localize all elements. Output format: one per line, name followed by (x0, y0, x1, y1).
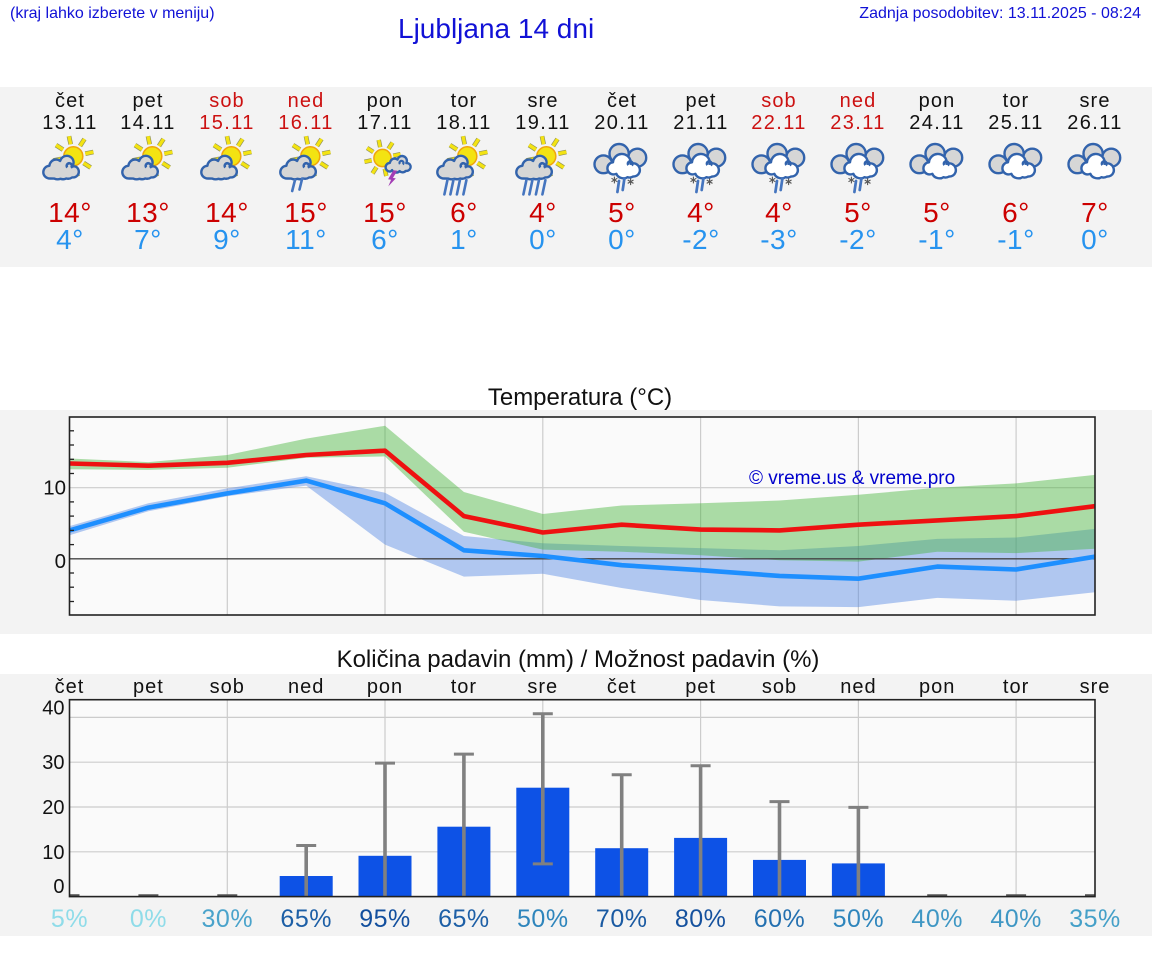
svg-text:ned: ned (840, 676, 876, 698)
svg-text:tor: tor (451, 676, 477, 698)
svg-text:30%: 30% (202, 905, 254, 933)
svg-text:60%: 60% (754, 905, 806, 933)
svg-text:70%: 70% (596, 905, 648, 933)
svg-text:95%: 95% (359, 905, 411, 933)
svg-text:50%: 50% (517, 905, 569, 933)
svg-text:sob: sob (210, 676, 245, 698)
svg-text:10: 10 (42, 842, 64, 864)
svg-text:80%: 80% (675, 905, 727, 933)
svg-text:5%: 5% (51, 905, 88, 933)
svg-text:čet: čet (55, 676, 85, 698)
svg-text:0: 0 (55, 550, 66, 573)
svg-text:40%: 40% (911, 905, 963, 933)
svg-text:35%: 35% (1069, 905, 1121, 933)
svg-text:40: 40 (42, 698, 64, 720)
svg-text:65%: 65% (280, 905, 332, 933)
svg-text:0%: 0% (130, 905, 167, 933)
svg-text:50%: 50% (833, 905, 885, 933)
svg-text:© vreme.us & vreme.pro: © vreme.us & vreme.pro (749, 468, 955, 489)
svg-text:čet: čet (607, 676, 637, 698)
svg-text:ned: ned (288, 676, 324, 698)
svg-text:sre: sre (527, 676, 558, 698)
svg-text:65%: 65% (438, 905, 490, 933)
svg-text:0: 0 (53, 876, 64, 898)
svg-text:10: 10 (43, 477, 66, 500)
svg-text:tor: tor (1003, 676, 1029, 698)
svg-text:sob: sob (762, 676, 797, 698)
svg-text:40%: 40% (990, 905, 1042, 933)
svg-text:20: 20 (42, 797, 64, 819)
svg-text:pon: pon (919, 676, 955, 698)
svg-text:pet: pet (133, 676, 164, 698)
svg-text:pon: pon (367, 676, 403, 698)
svg-text:pet: pet (685, 676, 716, 698)
svg-text:30: 30 (42, 752, 64, 774)
svg-text:sre: sre (1080, 676, 1111, 698)
